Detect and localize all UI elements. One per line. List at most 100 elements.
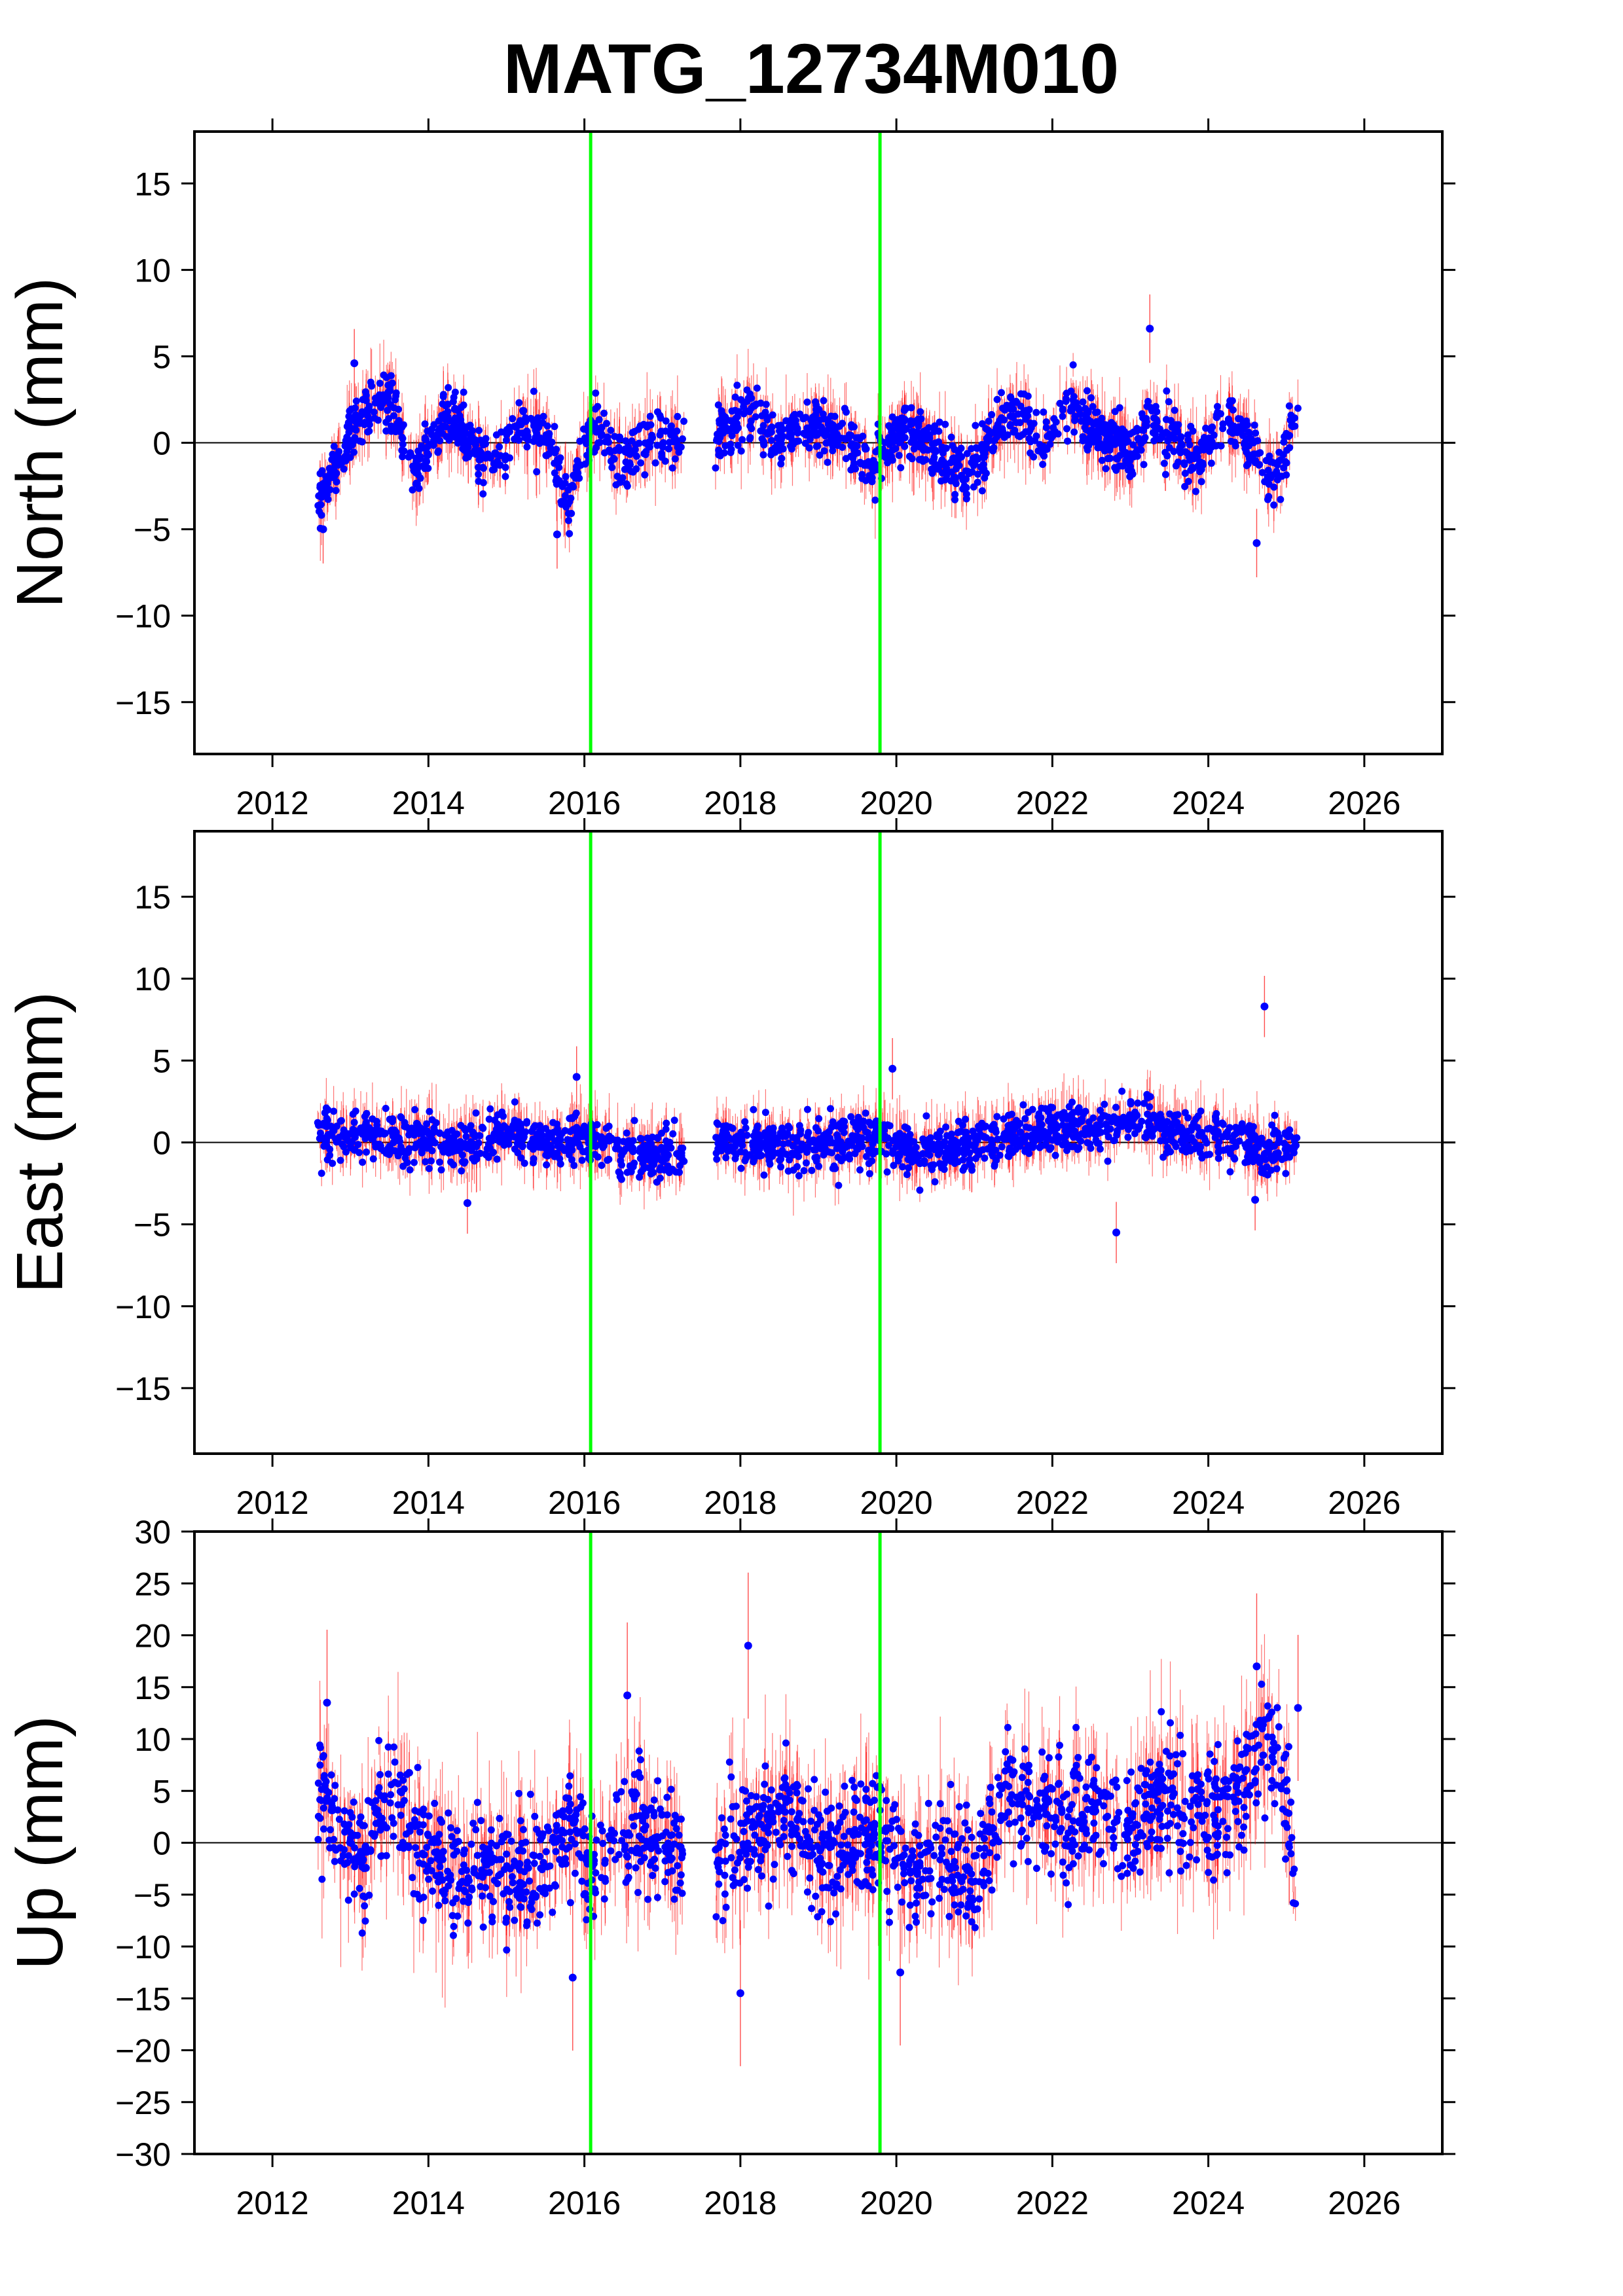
- data-point: [777, 422, 785, 429]
- data-point: [1280, 464, 1288, 472]
- data-point: [988, 411, 996, 419]
- data-point: [919, 457, 927, 465]
- data-point: [824, 439, 831, 446]
- data-point: [382, 418, 390, 426]
- data-point: [651, 459, 659, 467]
- data-point: [1187, 423, 1195, 431]
- y-tick-label: −10: [115, 598, 171, 635]
- data-point: [602, 420, 610, 427]
- data-point: [1003, 401, 1011, 409]
- data-point: [1017, 390, 1025, 398]
- data-point: [1000, 416, 1008, 424]
- data-point: [479, 463, 486, 471]
- data-point: [1095, 435, 1103, 442]
- data-point: [491, 449, 499, 457]
- data-point: [1116, 439, 1123, 447]
- data-point: [1285, 433, 1292, 440]
- data-point: [1046, 440, 1054, 448]
- data-point: [1184, 431, 1192, 439]
- data-point: [555, 463, 563, 471]
- data-point: [951, 474, 959, 482]
- data-point: [871, 496, 879, 504]
- data-point: [475, 471, 483, 478]
- data-point: [962, 475, 970, 483]
- data-point: [343, 442, 351, 450]
- data-point: [952, 465, 960, 473]
- data-point: [935, 438, 943, 446]
- data-point: [592, 389, 600, 397]
- data-point: [1247, 435, 1255, 442]
- data-point: [938, 456, 946, 464]
- data-point: [885, 422, 893, 430]
- data-point: [482, 435, 490, 442]
- data-point: [1161, 471, 1169, 478]
- data-point: [1070, 428, 1078, 436]
- data-point: [811, 425, 818, 433]
- x-tick-label: 2016: [548, 785, 621, 821]
- data-point: [792, 421, 799, 429]
- data-point: [1265, 493, 1273, 501]
- data-point: [767, 437, 775, 444]
- data-point: [343, 437, 351, 445]
- data-point: [598, 423, 606, 431]
- data-point: [978, 487, 986, 495]
- data-point: [484, 450, 492, 458]
- data-point: [759, 438, 767, 446]
- data-point: [475, 427, 483, 435]
- data-point: [1172, 462, 1180, 470]
- x-tick-label: 2026: [1328, 785, 1400, 821]
- data-point: [632, 465, 640, 473]
- data-point: [1275, 448, 1283, 456]
- data-point: [357, 411, 365, 419]
- data-point: [1160, 459, 1168, 467]
- data-point: [532, 434, 539, 442]
- data-point: [846, 432, 854, 440]
- data-point: [612, 481, 620, 489]
- data-point: [555, 477, 563, 485]
- data-point: [656, 431, 664, 439]
- data-point: [786, 431, 794, 439]
- x-tick-label: 2022: [1016, 785, 1089, 821]
- data-point: [1244, 460, 1252, 468]
- data-point: [365, 406, 373, 414]
- data-point: [435, 417, 443, 425]
- data-point: [1171, 435, 1178, 442]
- data-point: [1181, 469, 1189, 477]
- data-point: [727, 440, 735, 448]
- data-point: [332, 487, 340, 495]
- data-point: [1228, 397, 1236, 404]
- data-point: [460, 440, 467, 448]
- data-point: [728, 432, 736, 440]
- data-point: [659, 439, 667, 446]
- data-point: [1281, 457, 1289, 465]
- data-point: [515, 399, 523, 406]
- data-point: [841, 435, 848, 442]
- data-point: [1129, 441, 1137, 449]
- data-point: [1133, 446, 1141, 454]
- data-point: [365, 427, 373, 435]
- data-point: [632, 452, 640, 460]
- data-point: [1126, 456, 1134, 464]
- data-point: [859, 433, 867, 440]
- data-point: [646, 412, 654, 420]
- data-point: [1016, 433, 1024, 440]
- data-point: [399, 453, 407, 461]
- data-point: [544, 439, 552, 447]
- data-point: [1246, 429, 1254, 437]
- data-point: [1120, 433, 1128, 441]
- data-point: [562, 473, 570, 480]
- data-point: [409, 486, 416, 494]
- data-point: [377, 403, 385, 411]
- data-point: [533, 468, 541, 476]
- data-point: [631, 446, 639, 454]
- data-point: [457, 416, 465, 423]
- data-point: [1173, 427, 1181, 435]
- data-point: [1264, 466, 1272, 474]
- data-point: [1213, 403, 1221, 410]
- data-point: [1126, 430, 1134, 438]
- data-point: [1084, 408, 1092, 416]
- data-point: [714, 401, 722, 409]
- data-point: [1010, 405, 1017, 413]
- data-point: [460, 388, 467, 396]
- data-point: [374, 416, 382, 424]
